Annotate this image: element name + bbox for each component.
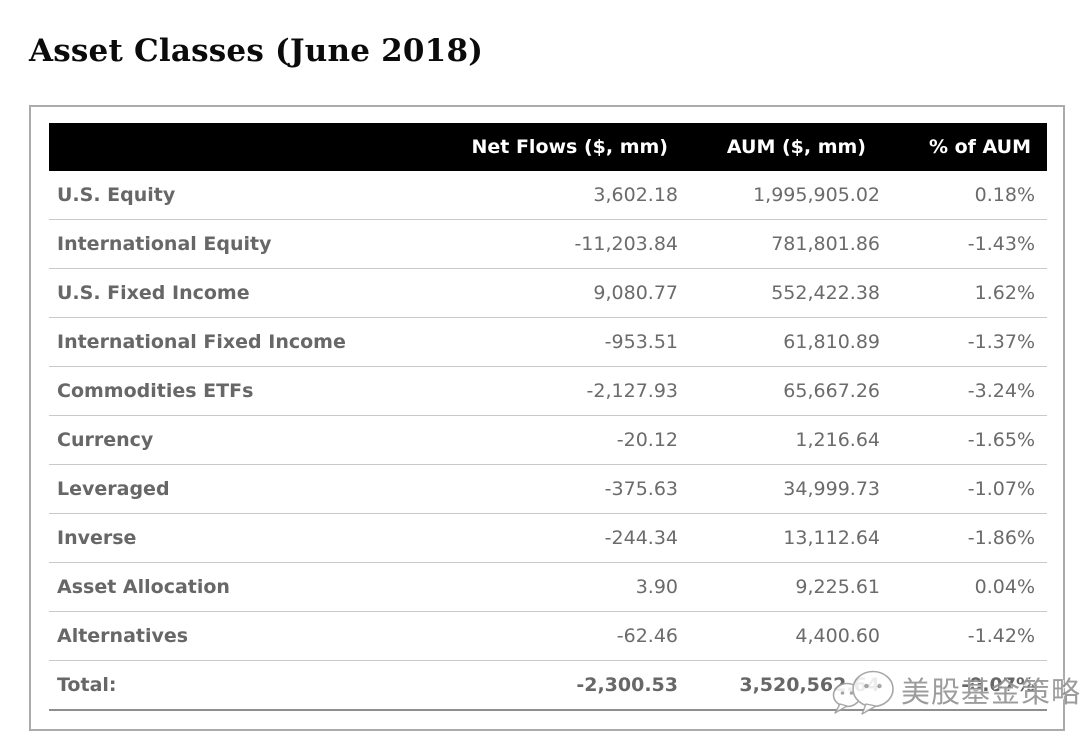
table-row: Alternatives -62.46 4,400.60 -1.42% (49, 611, 1047, 661)
cell-label: Inverse (49, 513, 439, 563)
table-row: International Equity -11,203.84 781,801.86… (49, 219, 1047, 269)
cell-net-flows: -20.12 (439, 415, 690, 465)
cell-net-flows: -953.51 (439, 317, 690, 367)
table-body: U.S. Equity 3,602.18 1,995,905.02 0.18% Inte… (49, 171, 1047, 661)
total-pct-of-aum: -0.07% (892, 660, 1047, 711)
table-row: U.S. Equity 3,602.18 1,995,905.02 0.18% (49, 171, 1047, 220)
cell-aum: 65,667.26 (690, 366, 892, 416)
asset-classes-table: Net Flows ($, mm) AUM ($, mm) % of AUM U… (49, 123, 1047, 711)
cell-label: Asset Allocation (49, 562, 439, 612)
cell-label: U.S. Fixed Income (49, 268, 439, 318)
cell-pct-of-aum: 0.04% (892, 562, 1047, 612)
table-panel: Net Flows ($, mm) AUM ($, mm) % of AUM U… (29, 105, 1080, 731)
table-header-row: Net Flows ($, mm) AUM ($, mm) % of AUM (49, 123, 1047, 171)
cell-aum: 552,422.38 (690, 268, 892, 318)
page-title: Asset Classes (June 2018) (29, 33, 484, 69)
cell-net-flows: 3.90 (439, 562, 690, 612)
cell-net-flows: -62.46 (439, 611, 690, 661)
cell-net-flows: -375.63 (439, 464, 690, 514)
table-row: Inverse -244.34 13,112.64 -1.86% (49, 513, 1047, 563)
table-row: Currency -20.12 1,216.64 -1.65% (49, 415, 1047, 465)
total-aum: 3,520,562.64 (690, 660, 892, 711)
cell-pct-of-aum: -3.24% (892, 366, 1047, 416)
total-row: Total: -2,300.53 3,520,562.64 -0.07% (49, 660, 1047, 711)
cell-pct-of-aum: -1.65% (892, 415, 1047, 465)
cell-pct-of-aum: -1.86% (892, 513, 1047, 563)
cell-aum: 61,810.89 (690, 317, 892, 367)
cell-aum: 34,999.73 (690, 464, 892, 514)
table-total-body: Total: -2,300.53 3,520,562.64 -0.07% (49, 660, 1047, 711)
cell-net-flows: -11,203.84 (439, 219, 690, 269)
cell-label: Alternatives (49, 611, 439, 661)
cell-pct-of-aum: 1.62% (892, 268, 1047, 318)
cell-aum: 9,225.61 (690, 562, 892, 612)
total-net-flows: -2,300.53 (439, 660, 690, 711)
cell-label: U.S. Equity (49, 171, 439, 220)
cell-aum: 1,216.64 (690, 415, 892, 465)
cell-net-flows: 3,602.18 (439, 171, 690, 220)
cell-label: Leveraged (49, 464, 439, 514)
header-aum: AUM ($, mm) (690, 123, 892, 171)
cell-net-flows: 9,080.77 (439, 268, 690, 318)
cell-pct-of-aum: -1.07% (892, 464, 1047, 514)
cell-aum: 4,400.60 (690, 611, 892, 661)
cell-aum: 13,112.64 (690, 513, 892, 563)
cell-pct-of-aum: -1.37% (892, 317, 1047, 367)
cell-net-flows: -2,127.93 (439, 366, 690, 416)
cell-aum: 781,801.86 (690, 219, 892, 269)
cell-net-flows: -244.34 (439, 513, 690, 563)
cell-pct-of-aum: -1.42% (892, 611, 1047, 661)
cell-pct-of-aum: -1.43% (892, 219, 1047, 269)
cell-pct-of-aum: 0.18% (892, 171, 1047, 220)
cell-label: International Fixed Income (49, 317, 439, 367)
total-label: Total: (49, 660, 439, 711)
table-row: International Fixed Income -953.51 61,810.… (49, 317, 1047, 367)
cell-label: International Equity (49, 219, 439, 269)
table-row: Asset Allocation 3.90 9,225.61 0.04% (49, 562, 1047, 612)
cell-aum: 1,995,905.02 (690, 171, 892, 220)
table-row: U.S. Fixed Income 9,080.77 552,422.38 1.62% (49, 268, 1047, 318)
table-row: Commodities ETFs -2,127.93 65,667.26 -3.24% (49, 366, 1047, 416)
header-asset-class (49, 123, 439, 171)
header-net-flows: Net Flows ($, mm) (439, 123, 690, 171)
cell-label: Currency (49, 415, 439, 465)
table-row: Leveraged -375.63 34,999.73 -1.07% (49, 464, 1047, 514)
cell-label: Commodities ETFs (49, 366, 439, 416)
header-pct-of-aum: % of AUM (892, 123, 1047, 171)
